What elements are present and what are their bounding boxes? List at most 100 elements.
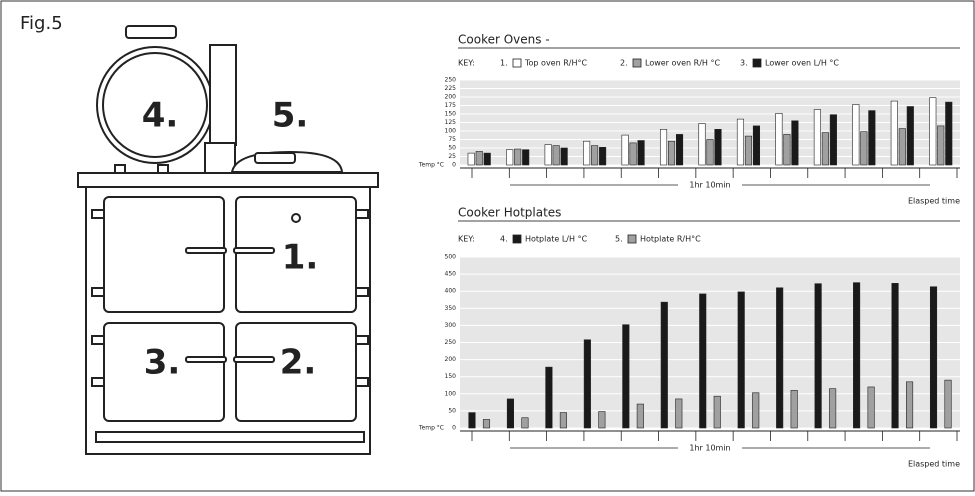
bar — [675, 134, 684, 166]
bar — [853, 282, 861, 429]
legend-number: 3. — [740, 59, 748, 68]
y-tick-label: 300 — [445, 322, 457, 329]
bar — [506, 149, 514, 166]
bar — [752, 392, 760, 429]
bar — [675, 398, 683, 429]
bar — [860, 131, 868, 166]
legend-number: 5. — [615, 235, 623, 244]
bar — [744, 135, 753, 166]
legend-label: Lower oven R/H °C — [645, 59, 720, 68]
y-axis-label: Temp °C — [418, 425, 444, 432]
legend-label: Lower oven L/H °C — [765, 59, 839, 68]
bar — [706, 139, 714, 166]
y-axis-label: Temp °C — [418, 162, 444, 169]
bar — [544, 144, 552, 166]
bar — [775, 113, 783, 166]
chart-title: Cooker Ovens - — [458, 33, 550, 47]
bar — [545, 366, 553, 429]
diagram-label: 1. — [282, 238, 319, 278]
diagram-label: 4. — [142, 96, 179, 136]
cooker-diagram — [77, 25, 379, 455]
legend-swatch — [627, 234, 637, 244]
bar — [945, 101, 953, 166]
y-tick-label: 200 — [445, 94, 457, 101]
y-tick-label: 50 — [448, 407, 456, 414]
y-tick-label: 400 — [445, 288, 457, 295]
legend-swatch — [632, 58, 642, 68]
bar — [514, 148, 522, 166]
legend-number: 1. — [500, 59, 508, 68]
bar — [944, 379, 952, 429]
y-tick-label: 75 — [448, 136, 456, 143]
y-tick-label: 250 — [445, 77, 457, 84]
figure-label: Fig.5 — [20, 13, 63, 34]
bar — [660, 301, 668, 429]
bar — [829, 388, 837, 429]
bar — [522, 149, 530, 166]
bar — [898, 128, 906, 166]
bar — [560, 147, 568, 166]
bar — [559, 412, 567, 429]
legend-number: 4. — [500, 235, 508, 244]
y-tick-label: 350 — [445, 305, 457, 312]
y-tick-label: 175 — [445, 102, 457, 109]
legend-swatch — [512, 58, 522, 68]
y-tick-label: 200 — [445, 356, 457, 363]
bar — [752, 125, 761, 166]
bar — [937, 125, 945, 166]
bar — [659, 129, 668, 166]
chart-title: Cooker Hotplates — [458, 206, 561, 220]
y-tick-label: 225 — [445, 85, 457, 92]
key-label: KEY: — [458, 59, 475, 68]
y-tick-label: 150 — [445, 111, 457, 118]
bar — [483, 152, 491, 166]
bar — [636, 403, 644, 429]
bar — [714, 129, 722, 166]
y-tick-label: 100 — [445, 390, 457, 397]
bar — [783, 134, 791, 166]
y-tick-label: 250 — [445, 339, 457, 346]
bar — [482, 419, 491, 429]
y-tick-label: 500 — [445, 254, 457, 261]
bar — [599, 147, 607, 166]
bar — [891, 283, 899, 429]
bar — [713, 395, 721, 429]
bar — [468, 412, 476, 429]
bar — [737, 291, 745, 429]
time-label: Elasped time — [908, 460, 960, 469]
bar — [622, 324, 630, 429]
legend-number: 2. — [620, 59, 628, 68]
bar — [790, 390, 798, 429]
legend-label: Hotplate R/H°C — [640, 235, 701, 244]
bar — [736, 118, 745, 166]
bar — [629, 142, 637, 166]
legend-label: Top oven R/H°C — [524, 59, 587, 68]
bar — [791, 120, 799, 166]
legend-swatch — [752, 58, 762, 68]
x-axis-label: 1hr 10min — [689, 444, 730, 453]
bar — [890, 100, 898, 166]
y-tick-label: 125 — [445, 119, 457, 126]
bar — [637, 140, 645, 166]
bar — [506, 398, 514, 429]
bar — [813, 109, 821, 166]
bar — [583, 140, 591, 166]
bar — [929, 286, 938, 429]
y-tick-label: 100 — [445, 128, 457, 135]
bar — [552, 145, 560, 166]
bar — [698, 123, 706, 166]
y-tick-label: 25 — [448, 153, 456, 160]
y-tick-label: 450 — [445, 271, 457, 278]
bar — [598, 411, 606, 429]
bar — [906, 106, 914, 166]
diagram-label: 3. — [144, 343, 181, 383]
legend-label: Hotplate L/H °C — [525, 235, 588, 244]
bar — [521, 417, 529, 429]
bar — [776, 287, 784, 429]
x-axis-label: 1hr 10min — [689, 181, 730, 190]
legend-swatch — [512, 234, 522, 244]
bar — [591, 145, 599, 166]
bar — [821, 132, 829, 166]
bar — [583, 339, 591, 429]
